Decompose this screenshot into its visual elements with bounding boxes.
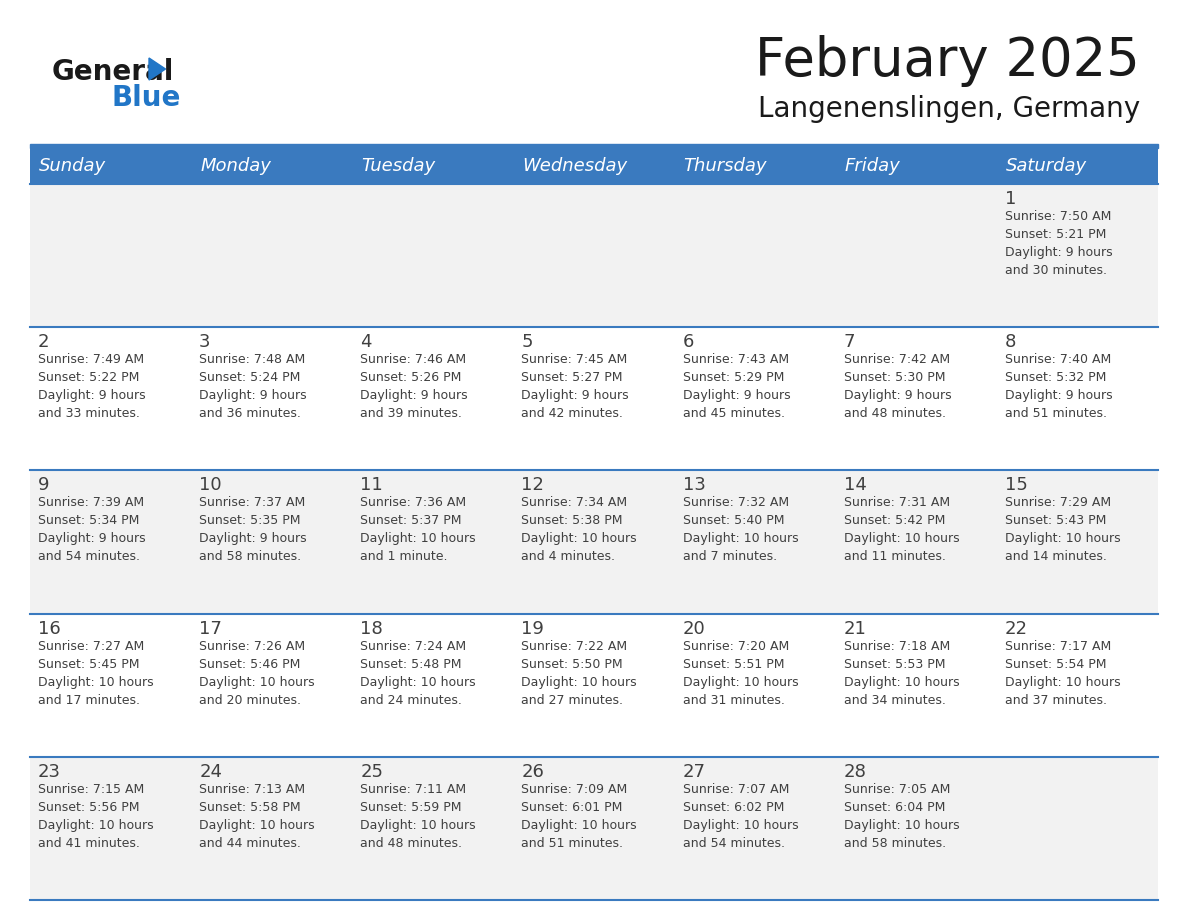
Bar (30, 148, 191, 184)
Text: Sunrise: 7:15 AM
Sunset: 5:56 PM
Daylight: 10 hours
and 41 minutes.: Sunrise: 7:15 AM Sunset: 5:56 PM Dayligh… (38, 783, 153, 850)
Bar (835, 148, 997, 184)
Text: 2: 2 (38, 333, 50, 352)
Text: Sunrise: 7:39 AM
Sunset: 5:34 PM
Daylight: 9 hours
and 54 minutes.: Sunrise: 7:39 AM Sunset: 5:34 PM Dayligh… (38, 497, 146, 564)
Text: Sunrise: 7:40 AM
Sunset: 5:32 PM
Daylight: 9 hours
and 51 minutes.: Sunrise: 7:40 AM Sunset: 5:32 PM Dayligh… (1005, 353, 1112, 420)
Text: February 2025: February 2025 (756, 35, 1140, 87)
Text: Sunrise: 7:32 AM
Sunset: 5:40 PM
Daylight: 10 hours
and 7 minutes.: Sunrise: 7:32 AM Sunset: 5:40 PM Dayligh… (683, 497, 798, 564)
Text: 28: 28 (843, 763, 866, 781)
Text: 11: 11 (360, 476, 383, 495)
Text: Sunrise: 7:34 AM
Sunset: 5:38 PM
Daylight: 10 hours
and 4 minutes.: Sunrise: 7:34 AM Sunset: 5:38 PM Dayligh… (522, 497, 637, 564)
Text: 21: 21 (843, 620, 866, 638)
Text: Sunrise: 7:42 AM
Sunset: 5:30 PM
Daylight: 9 hours
and 48 minutes.: Sunrise: 7:42 AM Sunset: 5:30 PM Dayligh… (843, 353, 952, 420)
Text: Wednesday: Wednesday (523, 157, 627, 175)
Text: 17: 17 (200, 620, 222, 638)
Text: 13: 13 (683, 476, 706, 495)
Text: Sunrise: 7:29 AM
Sunset: 5:43 PM
Daylight: 10 hours
and 14 minutes.: Sunrise: 7:29 AM Sunset: 5:43 PM Dayligh… (1005, 497, 1120, 564)
Text: Thursday: Thursday (683, 157, 767, 175)
Text: 15: 15 (1005, 476, 1028, 495)
Text: Sunrise: 7:09 AM
Sunset: 6:01 PM
Daylight: 10 hours
and 51 minutes.: Sunrise: 7:09 AM Sunset: 6:01 PM Dayligh… (522, 783, 637, 850)
Text: Sunrise: 7:48 AM
Sunset: 5:24 PM
Daylight: 9 hours
and 36 minutes.: Sunrise: 7:48 AM Sunset: 5:24 PM Dayligh… (200, 353, 307, 420)
Text: 3: 3 (200, 333, 210, 352)
Text: Sunrise: 7:18 AM
Sunset: 5:53 PM
Daylight: 10 hours
and 34 minutes.: Sunrise: 7:18 AM Sunset: 5:53 PM Dayligh… (843, 640, 960, 707)
Bar (513, 148, 675, 184)
Text: 10: 10 (200, 476, 222, 495)
Text: Sunrise: 7:17 AM
Sunset: 5:54 PM
Daylight: 10 hours
and 37 minutes.: Sunrise: 7:17 AM Sunset: 5:54 PM Dayligh… (1005, 640, 1120, 707)
Text: 5: 5 (522, 333, 533, 352)
Text: Sunday: Sunday (39, 157, 106, 175)
Text: Sunrise: 7:36 AM
Sunset: 5:37 PM
Daylight: 10 hours
and 1 minute.: Sunrise: 7:36 AM Sunset: 5:37 PM Dayligh… (360, 497, 476, 564)
Text: Saturday: Saturday (1006, 157, 1087, 175)
Bar (353, 148, 513, 184)
Text: Sunrise: 7:26 AM
Sunset: 5:46 PM
Daylight: 10 hours
and 20 minutes.: Sunrise: 7:26 AM Sunset: 5:46 PM Dayligh… (200, 640, 315, 707)
Text: 16: 16 (38, 620, 61, 638)
Text: Sunrise: 7:13 AM
Sunset: 5:58 PM
Daylight: 10 hours
and 44 minutes.: Sunrise: 7:13 AM Sunset: 5:58 PM Dayligh… (200, 783, 315, 850)
Text: Sunrise: 7:49 AM
Sunset: 5:22 PM
Daylight: 9 hours
and 33 minutes.: Sunrise: 7:49 AM Sunset: 5:22 PM Dayligh… (38, 353, 146, 420)
Text: Blue: Blue (112, 84, 182, 112)
Text: 20: 20 (683, 620, 706, 638)
Bar (997, 148, 1158, 184)
Text: Monday: Monday (200, 157, 271, 175)
Text: 25: 25 (360, 763, 384, 781)
Text: Tuesday: Tuesday (361, 157, 436, 175)
Text: Sunrise: 7:43 AM
Sunset: 5:29 PM
Daylight: 9 hours
and 45 minutes.: Sunrise: 7:43 AM Sunset: 5:29 PM Dayligh… (683, 353, 790, 420)
Bar (30, 327, 1158, 470)
Text: Sunrise: 7:24 AM
Sunset: 5:48 PM
Daylight: 10 hours
and 24 minutes.: Sunrise: 7:24 AM Sunset: 5:48 PM Dayligh… (360, 640, 476, 707)
Bar (191, 148, 353, 184)
Polygon shape (148, 58, 165, 80)
Text: Langenenslingen, Germany: Langenenslingen, Germany (758, 95, 1140, 123)
Bar (675, 148, 835, 184)
Text: 4: 4 (360, 333, 372, 352)
Text: Sunrise: 7:22 AM
Sunset: 5:50 PM
Daylight: 10 hours
and 27 minutes.: Sunrise: 7:22 AM Sunset: 5:50 PM Dayligh… (522, 640, 637, 707)
Text: Sunrise: 7:05 AM
Sunset: 6:04 PM
Daylight: 10 hours
and 58 minutes.: Sunrise: 7:05 AM Sunset: 6:04 PM Dayligh… (843, 783, 960, 850)
Text: Sunrise: 7:45 AM
Sunset: 5:27 PM
Daylight: 9 hours
and 42 minutes.: Sunrise: 7:45 AM Sunset: 5:27 PM Dayligh… (522, 353, 630, 420)
Text: 23: 23 (38, 763, 61, 781)
Bar (30, 756, 1158, 900)
Text: Sunrise: 7:27 AM
Sunset: 5:45 PM
Daylight: 10 hours
and 17 minutes.: Sunrise: 7:27 AM Sunset: 5:45 PM Dayligh… (38, 640, 153, 707)
Text: Sunrise: 7:20 AM
Sunset: 5:51 PM
Daylight: 10 hours
and 31 minutes.: Sunrise: 7:20 AM Sunset: 5:51 PM Dayligh… (683, 640, 798, 707)
Text: 9: 9 (38, 476, 50, 495)
Text: 22: 22 (1005, 620, 1028, 638)
Text: 19: 19 (522, 620, 544, 638)
Text: 7: 7 (843, 333, 855, 352)
Text: Sunrise: 7:37 AM
Sunset: 5:35 PM
Daylight: 9 hours
and 58 minutes.: Sunrise: 7:37 AM Sunset: 5:35 PM Dayligh… (200, 497, 307, 564)
Text: 18: 18 (360, 620, 383, 638)
Text: Sunrise: 7:07 AM
Sunset: 6:02 PM
Daylight: 10 hours
and 54 minutes.: Sunrise: 7:07 AM Sunset: 6:02 PM Dayligh… (683, 783, 798, 850)
Text: 27: 27 (683, 763, 706, 781)
Text: Sunrise: 7:31 AM
Sunset: 5:42 PM
Daylight: 10 hours
and 11 minutes.: Sunrise: 7:31 AM Sunset: 5:42 PM Dayligh… (843, 497, 960, 564)
Text: General: General (52, 58, 175, 86)
Text: Sunrise: 7:50 AM
Sunset: 5:21 PM
Daylight: 9 hours
and 30 minutes.: Sunrise: 7:50 AM Sunset: 5:21 PM Dayligh… (1005, 210, 1112, 277)
Text: 14: 14 (843, 476, 866, 495)
Bar (30, 470, 1158, 613)
Text: 12: 12 (522, 476, 544, 495)
Text: 8: 8 (1005, 333, 1016, 352)
Text: 6: 6 (683, 333, 694, 352)
Text: Sunrise: 7:46 AM
Sunset: 5:26 PM
Daylight: 9 hours
and 39 minutes.: Sunrise: 7:46 AM Sunset: 5:26 PM Dayligh… (360, 353, 468, 420)
Text: 1: 1 (1005, 190, 1016, 208)
Bar (30, 144, 1158, 148)
Text: 24: 24 (200, 763, 222, 781)
Text: 26: 26 (522, 763, 544, 781)
Text: Sunrise: 7:11 AM
Sunset: 5:59 PM
Daylight: 10 hours
and 48 minutes.: Sunrise: 7:11 AM Sunset: 5:59 PM Dayligh… (360, 783, 476, 850)
Bar (30, 184, 1158, 327)
Text: Friday: Friday (845, 157, 901, 175)
Bar (30, 613, 1158, 756)
